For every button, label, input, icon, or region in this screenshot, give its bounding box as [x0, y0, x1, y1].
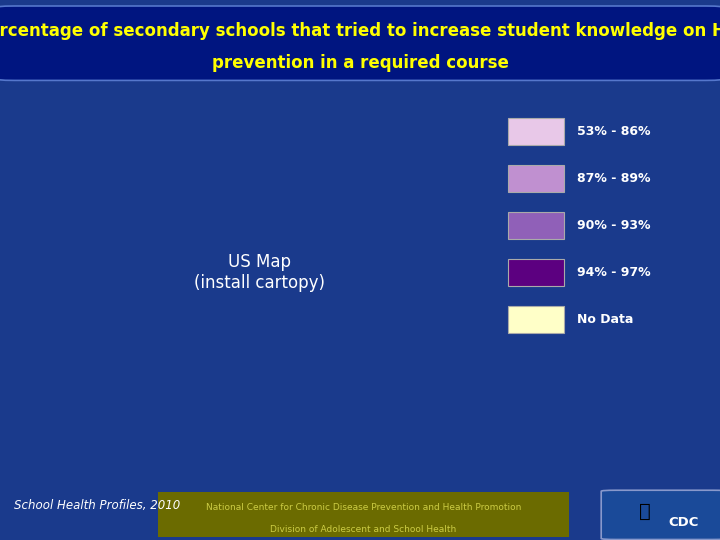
Text: No Data: No Data	[577, 313, 633, 326]
Text: Division of Adolescent and School Health: Division of Adolescent and School Health	[271, 525, 456, 534]
FancyBboxPatch shape	[601, 490, 720, 539]
Bar	[508, 259, 564, 286]
FancyBboxPatch shape	[0, 6, 720, 80]
Text: Percentage of secondary schools that tried to increase student knowledge on HIV: Percentage of secondary schools that tri…	[0, 22, 720, 39]
Text: 53% - 86%: 53% - 86%	[577, 125, 650, 138]
Bar	[158, 492, 569, 537]
Text: 90% - 93%: 90% - 93%	[577, 219, 650, 232]
Bar	[508, 118, 564, 145]
Bar	[508, 165, 564, 192]
Bar	[508, 306, 564, 333]
Bar	[508, 212, 564, 239]
Text: 87% - 89%: 87% - 89%	[577, 172, 650, 185]
Text: 94% - 97%: 94% - 97%	[577, 266, 650, 279]
Text: School Health Profiles, 2010: School Health Profiles, 2010	[14, 499, 181, 512]
Text: CDC: CDC	[669, 516, 699, 529]
Text: US Map
(install cartopy): US Map (install cartopy)	[194, 253, 325, 292]
Text: National Center for Chronic Disease Prevention and Health Promotion: National Center for Chronic Disease Prev…	[206, 503, 521, 512]
Text: 🦅: 🦅	[639, 502, 650, 521]
Text: prevention in a required course: prevention in a required course	[212, 54, 508, 72]
